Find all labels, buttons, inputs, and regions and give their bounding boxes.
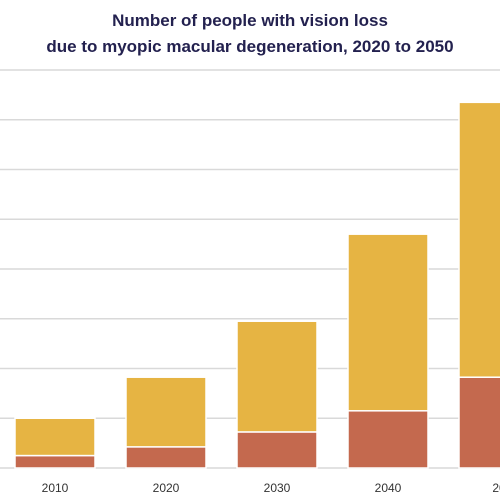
x-axis-ticks: 2010 2020 2030 2040 20 <box>42 481 500 495</box>
chart-title-line-2: due to myopic macular degeneration, 2020… <box>46 37 454 56</box>
x-tick-label: 2030 <box>264 481 291 495</box>
x-tick-label: 20 <box>492 481 500 495</box>
bar-segment-2050-2 <box>458 101 500 378</box>
x-tick-label: 2020 <box>153 481 180 495</box>
bar-segment-2030-2 <box>236 320 318 433</box>
bar-segment-2040-1 <box>347 410 429 469</box>
bar-segment-2010-2 <box>14 417 96 457</box>
bars <box>14 101 500 469</box>
bar-segment-2020-1 <box>125 446 207 469</box>
bar-segment-2030-1 <box>236 431 318 469</box>
chart-title-line-1: Number of people with vision loss <box>112 11 388 30</box>
bar-segment-2020-2 <box>125 376 207 448</box>
bar-segment-2050-1 <box>458 376 500 469</box>
chart-title: Number of people with vision loss due to… <box>0 8 500 60</box>
x-tick-label: 2040 <box>375 481 402 495</box>
bar-segment-2010-1 <box>14 454 96 469</box>
bar-segment-2040-2 <box>347 233 429 412</box>
x-tick-label: 2010 <box>42 481 69 495</box>
